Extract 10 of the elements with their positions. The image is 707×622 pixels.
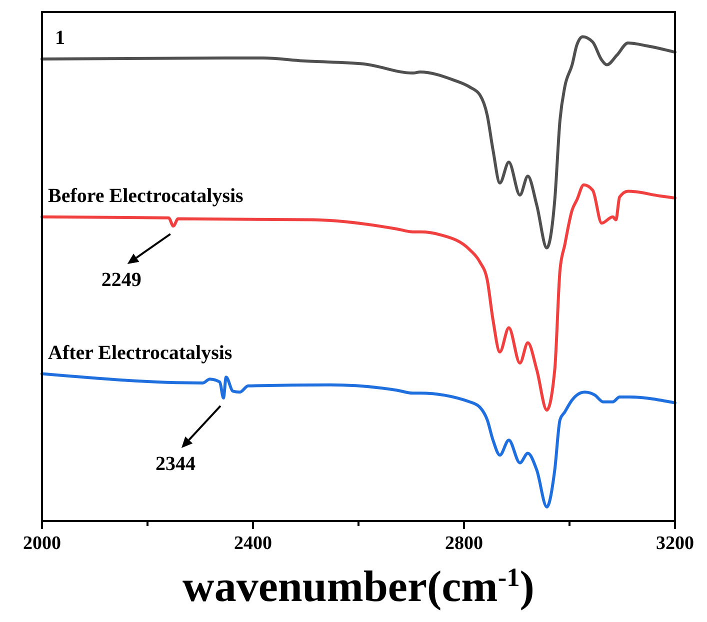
series-label: Before Electrocatalysis <box>48 184 244 207</box>
x-tick-label: 3200 <box>656 533 694 554</box>
series-label: After Electrocatalysis <box>48 342 232 364</box>
x-tick-label: 2400 <box>234 533 272 554</box>
x-tick-label: 2000 <box>23 533 61 554</box>
x-tick-label: 2800 <box>445 533 483 554</box>
annotation: 2249 <box>101 269 142 292</box>
annotation: 2344 <box>155 452 196 475</box>
x-axis-title: wavenumber(cm$^{-1}$) <box>182 562 534 611</box>
series-label: 1 <box>55 26 65 49</box>
